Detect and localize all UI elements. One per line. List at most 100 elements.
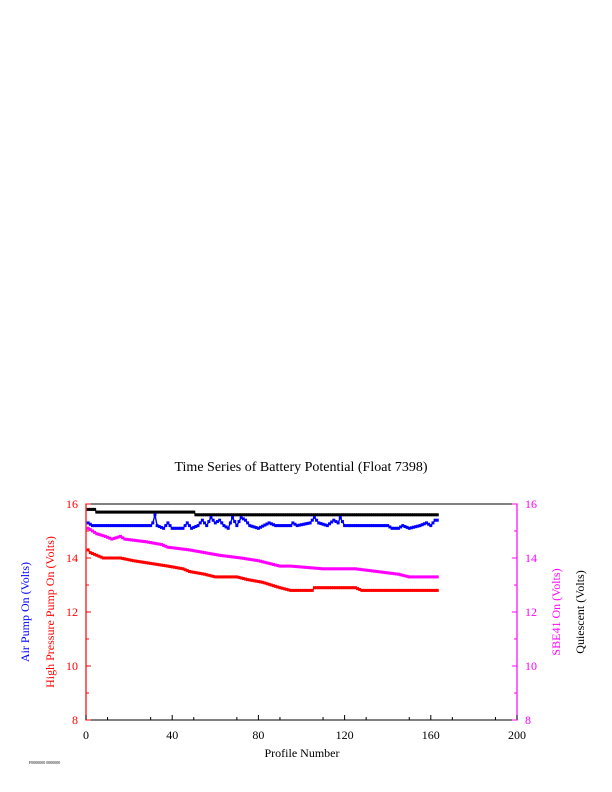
data-point — [181, 567, 185, 571]
data-point — [386, 513, 390, 517]
data-point — [353, 524, 357, 528]
data-point — [200, 572, 204, 576]
data-point — [179, 526, 183, 530]
data-point — [340, 520, 344, 524]
data-point — [207, 513, 211, 517]
data-point — [289, 588, 293, 592]
data-point — [112, 536, 116, 540]
data-point — [282, 524, 286, 528]
data-point — [384, 513, 388, 517]
data-point — [405, 525, 409, 529]
data-point — [218, 553, 222, 557]
data-point — [280, 513, 284, 517]
data-point — [360, 568, 364, 572]
data-point — [312, 513, 316, 517]
data-point — [207, 551, 211, 555]
data-point — [392, 526, 396, 530]
data-point — [267, 513, 271, 517]
data-point — [118, 556, 122, 560]
data-point — [390, 526, 394, 530]
data-point — [401, 573, 405, 577]
data-point — [287, 524, 291, 528]
data-point — [360, 513, 364, 517]
data-point — [409, 526, 413, 530]
data-point — [250, 524, 254, 528]
data-point — [427, 588, 431, 592]
data-point — [399, 573, 403, 577]
data-point — [263, 513, 267, 517]
data-point — [293, 588, 297, 592]
data-point — [358, 524, 362, 528]
data-point — [414, 588, 418, 592]
data-point — [211, 518, 215, 522]
data-point — [106, 524, 110, 528]
data-point — [228, 513, 232, 517]
data-point — [243, 518, 247, 522]
data-point — [103, 534, 107, 538]
data-point — [375, 588, 379, 592]
data-point — [345, 567, 349, 571]
data-point — [278, 564, 282, 568]
data-point — [248, 578, 252, 582]
data-point — [226, 575, 230, 579]
data-point — [166, 545, 170, 549]
data-point — [297, 523, 301, 527]
data-point — [414, 513, 418, 517]
data-point — [364, 588, 368, 592]
data-point — [353, 586, 357, 590]
data-point — [420, 513, 424, 517]
data-point — [220, 521, 224, 525]
data-point — [123, 557, 127, 561]
x-tick-label: 120 — [336, 728, 354, 742]
data-point — [306, 513, 310, 517]
data-point — [381, 570, 385, 574]
data-point — [101, 556, 105, 560]
data-point — [164, 524, 168, 528]
data-point — [332, 567, 336, 571]
data-point — [259, 559, 263, 563]
data-point — [302, 565, 306, 569]
data-point — [134, 524, 138, 528]
data-point — [123, 524, 127, 528]
data-point — [336, 513, 340, 517]
data-point — [177, 547, 181, 551]
data-point — [347, 524, 351, 528]
data-point — [366, 568, 370, 572]
data-point — [187, 570, 191, 573]
data-point — [127, 524, 131, 528]
data-point — [340, 513, 344, 517]
data-point — [166, 510, 170, 514]
data-point — [116, 510, 120, 514]
right-tick-label: 12 — [525, 605, 537, 619]
data-point — [108, 524, 112, 528]
data-point — [99, 524, 103, 528]
data-point — [388, 513, 392, 517]
data-point — [252, 513, 256, 517]
data-point — [276, 564, 280, 568]
data-point — [261, 513, 265, 517]
right-axis-label-sbe41: SBE41 On (Volts) — [549, 568, 563, 655]
data-point — [263, 581, 267, 585]
left-axis-label-high-pressure-pump: High Pressure Pump On (Volts) — [43, 536, 57, 688]
data-point — [261, 524, 265, 528]
data-point — [215, 520, 219, 524]
left-axis-label-air-pump: Air Pump On (Volts) — [18, 562, 32, 662]
data-point — [213, 553, 217, 557]
data-point — [297, 513, 301, 517]
series-layer — [86, 507, 439, 592]
data-point — [368, 524, 372, 528]
data-point — [328, 567, 332, 571]
data-point — [138, 560, 142, 564]
data-point — [396, 572, 400, 576]
data-point — [422, 522, 426, 526]
data-point — [308, 521, 312, 525]
data-point — [347, 567, 351, 571]
data-point — [224, 575, 228, 579]
data-point — [435, 513, 439, 517]
data-point — [336, 586, 340, 590]
data-point — [362, 568, 366, 572]
data-point — [269, 583, 273, 587]
data-point — [330, 567, 334, 571]
data-point — [129, 538, 133, 542]
data-point — [412, 525, 416, 529]
